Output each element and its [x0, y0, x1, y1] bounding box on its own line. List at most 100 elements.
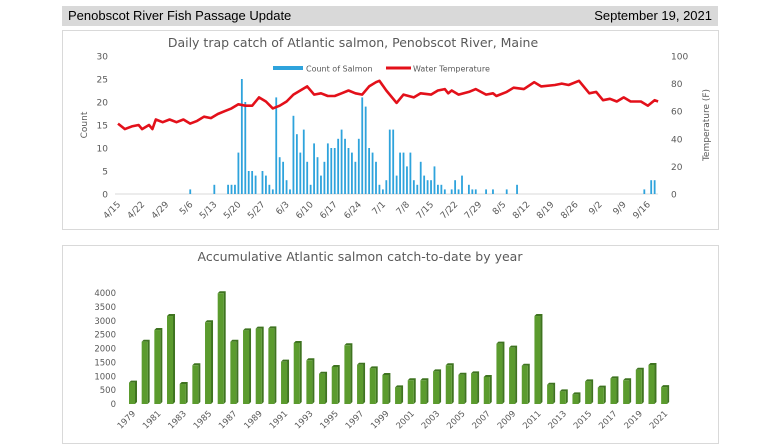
count-bar [412, 180, 415, 194]
x-tick-label: 9/9 [611, 200, 629, 218]
chart-title: Daily trap catch of Atlantic salmon, Pen… [168, 35, 539, 50]
x-tick-label: 2005 [445, 409, 467, 431]
x-tick-label: 2019 [623, 409, 645, 431]
year-bar [496, 343, 503, 404]
x-tick-label: 5/13 [198, 200, 219, 221]
year-bar [369, 368, 376, 404]
count-bar [357, 138, 360, 194]
daily-catch-chart: Daily trap catch of Atlantic salmon, Pen… [80, 35, 712, 222]
x-tick-label: 1987 [217, 409, 239, 431]
year-bar [597, 387, 604, 404]
bar-side [293, 340, 302, 404]
count-bar [492, 189, 494, 194]
x-tick-label: 4/22 [126, 200, 147, 221]
count-bar [326, 143, 329, 194]
y-tick-label: 5 [102, 168, 108, 178]
count-bar [471, 189, 474, 194]
count-bar [265, 175, 267, 194]
x-tick-label: 2003 [420, 409, 442, 431]
header-bar: Penobscot River Fish Passage Update Sept… [62, 6, 718, 26]
count-bar [323, 161, 326, 194]
annual-catch-panel: Accumulative Atlantic salmon catch-to-da… [62, 245, 719, 444]
count-bar [454, 180, 457, 194]
year-bar [243, 330, 250, 404]
count-bar [306, 161, 309, 194]
year-bar [559, 391, 566, 404]
y2-axis-label: Temperature (F) [702, 89, 712, 162]
year-bar [509, 347, 516, 404]
chart-title: Accumulative Atlantic salmon catch-to-da… [198, 249, 524, 264]
year-bar [395, 387, 402, 404]
year-bar [306, 360, 313, 404]
page-title: Penobscot River Fish Passage Update [68, 8, 292, 23]
count-bar [430, 180, 432, 194]
temperature-line [117, 79, 659, 131]
year-bar [521, 365, 528, 404]
count-bar [440, 184, 443, 194]
x-tick-label: 9/2 [587, 200, 604, 217]
y-tick-label: 15 [97, 122, 108, 132]
count-bar [385, 180, 388, 194]
count-bar [244, 102, 247, 194]
legend-swatch-count [273, 66, 303, 70]
count-bar [251, 171, 254, 194]
year-bar [255, 328, 262, 404]
count-bar [282, 161, 285, 194]
bar-side [509, 345, 518, 404]
bar-side [281, 359, 290, 404]
x-tick-label: 7/15 [415, 200, 436, 221]
x-tick-label: 8/5 [491, 200, 508, 217]
x-tick-label: 8/19 [535, 200, 557, 222]
count-bar [485, 189, 487, 194]
count-bar [285, 180, 288, 194]
count-bar [423, 175, 426, 194]
count-bar [237, 152, 240, 194]
x-tick-label: 1999 [369, 409, 391, 431]
year-bar [610, 378, 617, 404]
year-bar [268, 328, 275, 404]
report-date: September 19, 2021 [594, 8, 712, 23]
year-bar [141, 341, 148, 404]
year-bar [281, 361, 288, 404]
count-bar [399, 152, 401, 194]
count-bar [392, 129, 395, 194]
x-tick-label: 4/15 [102, 200, 123, 221]
count-bar [320, 175, 322, 194]
y2-tick-label: 20 [671, 163, 683, 173]
year-bar [230, 341, 237, 404]
x-tick-label: 5/6 [178, 200, 196, 218]
year-bar [572, 394, 579, 404]
count-bar [450, 189, 453, 194]
y-tick-label: 0 [111, 400, 116, 410]
year-bar [623, 380, 630, 404]
legend-label-count: Count of Salmon [306, 65, 373, 74]
count-bar [213, 184, 216, 194]
bar-side [255, 326, 264, 404]
y-tick-label: 1500 [94, 358, 116, 368]
y2-tick-label: 100 [671, 53, 688, 63]
x-tick-label: 2011 [521, 409, 543, 431]
count-bar [416, 184, 419, 194]
year-bar [331, 366, 338, 404]
x-tick-label: 1997 [344, 409, 366, 431]
bar-side [559, 389, 568, 404]
year-bar [420, 380, 427, 404]
x-tick-label: 1981 [141, 409, 163, 431]
year-bar [192, 365, 199, 404]
x-tick-label: 2009 [496, 409, 518, 431]
year-bar [382, 375, 389, 404]
year-bar [433, 371, 440, 404]
legend-label-temperature: Water Temperature [413, 65, 490, 74]
y-tick-label: 3500 [94, 303, 116, 313]
count-bar [333, 148, 336, 194]
y-tick-label: 25 [97, 76, 108, 86]
x-tick-label: 5/20 [222, 200, 244, 222]
count-bar [650, 180, 653, 194]
x-tick-label: 7/29 [463, 200, 485, 222]
x-tick-label: 2013 [547, 409, 569, 431]
year-bar [205, 322, 212, 404]
x-tick-label: 2017 [597, 409, 619, 431]
count-bar [364, 106, 367, 194]
count-bar [268, 184, 271, 194]
y-tick-label: 0 [102, 191, 108, 201]
